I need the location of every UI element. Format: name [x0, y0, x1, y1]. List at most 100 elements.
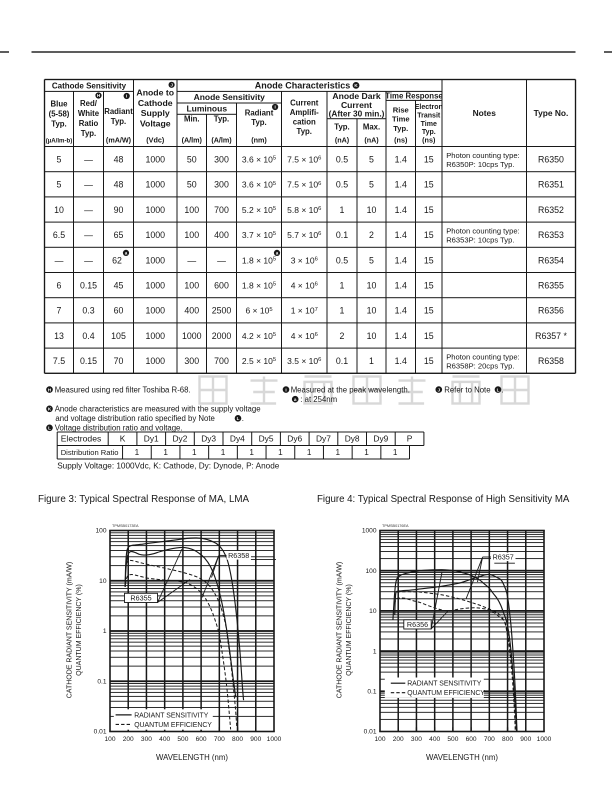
svg-text:48: 48 [114, 155, 124, 165]
svg-text:Time: Time [392, 115, 410, 124]
svg-text:10: 10 [367, 281, 377, 291]
svg-text:Current: Current [341, 100, 372, 110]
svg-text:K: K [120, 434, 126, 444]
svg-text:400: 400 [214, 230, 229, 240]
svg-text:Time: Time [421, 121, 437, 128]
svg-text:100: 100 [184, 230, 199, 240]
svg-text:0.1: 0.1 [367, 689, 376, 696]
svg-text:R6357: R6357 [493, 552, 514, 561]
svg-text:(A/lm): (A/lm) [211, 136, 232, 145]
svg-text:Dy1: Dy1 [144, 434, 159, 444]
svg-text:5: 5 [57, 180, 62, 190]
svg-text:J: J [438, 387, 441, 392]
svg-text:0.15: 0.15 [80, 281, 97, 291]
svg-text:45: 45 [114, 281, 124, 291]
svg-text:1: 1 [336, 448, 341, 457]
svg-text:100: 100 [184, 205, 199, 215]
svg-text:6: 6 [57, 281, 62, 291]
svg-text:500: 500 [177, 736, 188, 743]
svg-text:R6358: R6358 [538, 356, 564, 366]
svg-text:Refer to Note: Refer to Note [444, 385, 490, 394]
svg-text:15: 15 [424, 356, 434, 366]
svg-text:600: 600 [214, 281, 229, 291]
svg-text:(ns): (ns) [422, 136, 436, 145]
svg-text:1000: 1000 [267, 736, 282, 743]
svg-text:K: K [48, 406, 52, 411]
svg-text:300: 300 [214, 155, 229, 165]
svg-text:(mA/W): (mA/W) [106, 136, 132, 145]
svg-text:R6354: R6354 [538, 255, 564, 265]
svg-text:.: . [502, 385, 504, 394]
svg-text:—: — [84, 255, 93, 265]
svg-text:800: 800 [502, 736, 513, 743]
svg-text:0.3: 0.3 [82, 306, 94, 316]
svg-text:3.5 × 106: 3.5 × 106 [287, 356, 321, 366]
svg-text:62: 62 [112, 255, 122, 265]
svg-text:L: L [48, 425, 51, 430]
svg-text:Supply: Supply [141, 108, 170, 118]
svg-text:Typ.: Typ. [393, 124, 408, 133]
svg-text:4 × 106: 4 × 106 [291, 281, 318, 291]
svg-text:Min.: Min. [184, 114, 200, 123]
svg-text:100: 100 [374, 736, 385, 743]
svg-text:5.8 × 106: 5.8 × 106 [287, 205, 321, 215]
svg-text:Anode characteristics are meas: Anode characteristics are measured with … [55, 405, 261, 414]
svg-text:500: 500 [447, 736, 458, 743]
svg-text:Figure 3: Typical Spectral Res: Figure 3: Typical Spectral Response of M… [38, 494, 250, 505]
svg-text:K: K [354, 83, 358, 88]
svg-text:10: 10 [367, 331, 377, 341]
svg-text:600: 600 [466, 736, 477, 743]
svg-text:7: 7 [57, 306, 62, 316]
svg-text:400: 400 [159, 736, 170, 743]
svg-text:—: — [84, 155, 93, 165]
svg-text:H: H [97, 93, 101, 98]
svg-text:(nm): (nm) [251, 136, 267, 145]
svg-text:Supply Voltage: 1000Vdc, K: Ca: Supply Voltage: 1000Vdc, K: Cathode, Dy:… [57, 461, 280, 470]
svg-text:300: 300 [184, 356, 199, 366]
svg-text:1: 1 [192, 448, 197, 457]
svg-text:Radiant: Radiant [245, 109, 274, 118]
svg-text:TPMSB0176EA: TPMSB0176EA [382, 524, 409, 528]
svg-text:(After 30 min.): (After 30 min.) [329, 109, 385, 119]
svg-text:Transit: Transit [417, 113, 441, 120]
svg-text:1: 1 [278, 448, 283, 457]
svg-text:1: 1 [340, 205, 345, 215]
svg-text:400: 400 [429, 736, 440, 743]
svg-text:400: 400 [184, 306, 199, 316]
svg-text:1.4: 1.4 [395, 331, 407, 341]
svg-text:1: 1 [393, 448, 398, 457]
svg-text:Photon counting type:: Photon counting type: [446, 227, 519, 236]
svg-text:1.8 × 105: 1.8 × 105 [242, 255, 276, 265]
svg-text:700: 700 [214, 205, 229, 215]
svg-text:L: L [237, 416, 240, 421]
svg-text:Cathode: Cathode [138, 98, 173, 108]
svg-text:Measured using red filter Tosh: Measured using red filter Toshiba R-68. [55, 385, 191, 394]
svg-text:WAVELENGTH (nm): WAVELENGTH (nm) [426, 753, 498, 762]
svg-text:L: L [497, 387, 500, 392]
svg-text:R6356: R6356 [407, 620, 428, 629]
svg-text:White: White [78, 109, 100, 118]
svg-text:Current: Current [290, 99, 319, 108]
svg-text:Measured at the peak wavelengt: Measured at the peak wavelength. [291, 385, 410, 394]
svg-text:700: 700 [214, 736, 225, 743]
svg-text:1: 1 [221, 448, 226, 457]
svg-text:0.1: 0.1 [97, 678, 106, 685]
svg-text:R6351: R6351 [538, 180, 564, 190]
svg-text:P: P [407, 434, 413, 444]
svg-text:1.4: 1.4 [395, 306, 407, 316]
svg-text:Dy7: Dy7 [316, 434, 331, 444]
svg-text:Rise: Rise [393, 106, 409, 115]
svg-text:Figure 4: Typical Spectral Res: Figure 4: Typical Spectral Response of H… [317, 494, 570, 505]
svg-text:R6355: R6355 [130, 594, 151, 603]
svg-text:2.5 × 105: 2.5 × 105 [242, 356, 276, 366]
svg-text:0.5: 0.5 [336, 255, 348, 265]
svg-text:65: 65 [114, 230, 124, 240]
svg-text:15: 15 [424, 281, 434, 291]
svg-text:1: 1 [103, 628, 107, 635]
svg-text:100: 100 [184, 281, 199, 291]
svg-text:—: — [84, 205, 93, 215]
svg-text:0.5: 0.5 [336, 180, 348, 190]
svg-text:0.1: 0.1 [336, 356, 348, 366]
svg-text:7.5 × 106: 7.5 × 106 [287, 155, 321, 165]
svg-text:600: 600 [196, 736, 207, 743]
